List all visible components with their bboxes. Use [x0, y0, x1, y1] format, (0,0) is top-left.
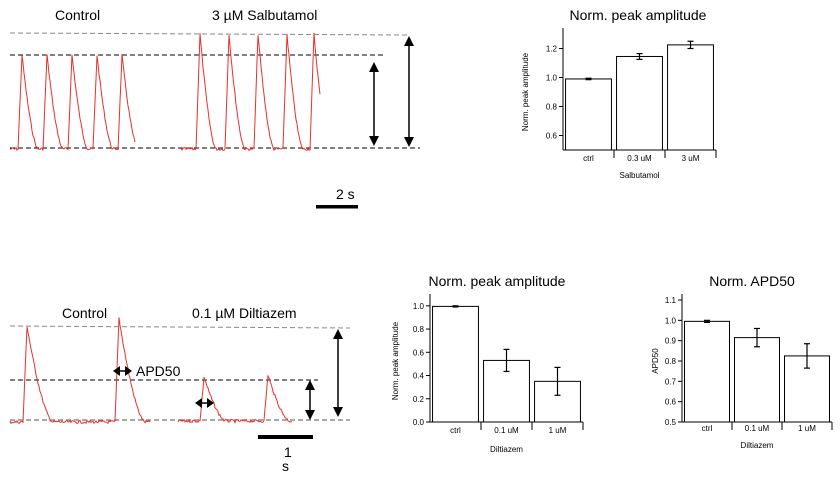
time-scale-bar-bottom	[258, 435, 313, 439]
y-tick-label: 1.1	[665, 296, 677, 305]
y-tick-label: 0.6	[546, 132, 558, 141]
x-tick-label: 0.3 uM	[627, 154, 652, 163]
y-tick-label: 0.2	[413, 395, 425, 404]
amplitude-arrow-control-bottom	[333, 329, 343, 417]
y-tick-label: 0.6	[665, 398, 677, 407]
apd50-arrow-diltiazem	[195, 398, 214, 408]
diltiazem-trace-panel: Control 0.1 µM Diltiazem APD50 1	[9, 305, 351, 474]
x-tick-label: 3 uM	[682, 154, 700, 163]
diltiazem-amplitude-chart: Norm. peak amplitude 0.0 0.2 0.4 0.6 0.8 1.0 ct…	[391, 273, 584, 454]
diltiazem-trace	[177, 374, 293, 424]
time-scale-label-top: 2 s	[336, 186, 355, 202]
x-tick-label: 0.1 uM	[745, 424, 770, 433]
chart-title: Norm. APD50	[709, 273, 795, 289]
bar	[565, 78, 612, 151]
salbutamol-trace	[179, 32, 321, 152]
peak-line-salbutamol	[9, 32, 411, 36]
x-tick-label: 1 uM	[549, 426, 567, 435]
time-scale-label-bottom-2: s	[282, 458, 289, 474]
chart-title: Norm. peak amplitude	[570, 7, 707, 23]
bar	[684, 320, 730, 423]
y-tick-label: 0.5	[665, 418, 677, 427]
x-axis-label: Diltiazem	[490, 445, 523, 454]
y-tick-label: 1.0	[546, 74, 558, 83]
salbutamol-label: 3 µM Salbutamol	[212, 7, 317, 23]
y-tick-label: 0.8	[665, 357, 677, 366]
bar	[734, 337, 780, 423]
control-trace-top	[9, 53, 136, 151]
control-trace-bottom	[9, 317, 151, 425]
y-axis-label: APD50	[651, 348, 660, 374]
x-tick-label: 0.1 uM	[494, 426, 519, 435]
x-tick-label: ctrl	[702, 424, 713, 433]
time-scale-label-bottom-1: 1	[284, 444, 292, 460]
y-tick-label: 0.6	[413, 348, 425, 357]
peak-line-control-bottom	[9, 325, 351, 329]
bar	[667, 44, 714, 151]
y-tick-label: 0.8	[546, 103, 558, 112]
y-tick-label: 0.7	[665, 377, 677, 386]
y-tick-label: 0.4	[413, 372, 425, 381]
y-tick-label: 1.0	[665, 316, 677, 325]
x-tick-label: ctrl	[450, 426, 461, 435]
salbutamol-amplitude-chart: Norm. peak amplitude 0.6 0.8 1.0 1.2 ctrl 0.3 …	[521, 7, 717, 180]
x-axis-label: Diltiazem	[741, 441, 774, 450]
y-tick-label: 1.0	[413, 302, 425, 311]
y-tick-label: 0.8	[413, 325, 425, 334]
diltiazem-label: 0.1 µM Diltiazem	[192, 305, 297, 321]
control-label-bottom: Control	[62, 305, 107, 321]
apd50-label: APD50	[136, 363, 181, 379]
control-label-top: Control	[55, 7, 100, 23]
diltiazem-apd50-chart: Norm. APD50 0.5 0.6 0.7 0.8 0.9 1.0 1.1 ctrl 0.1 …	[651, 273, 833, 450]
y-axis-label: Norm. peak amplitude	[391, 321, 400, 400]
y-tick-label: 0.9	[665, 337, 677, 346]
x-axis-label: Salbutamol	[619, 171, 659, 180]
time-scale-bar-top	[316, 205, 358, 209]
y-tick-label: 1.2	[546, 45, 558, 54]
amplitude-arrow-diltiazem	[305, 380, 315, 420]
bar	[432, 305, 479, 423]
x-tick-label: 1 uM	[798, 424, 816, 433]
amplitude-arrow-control	[369, 62, 379, 146]
apd50-arrow-control	[113, 366, 132, 376]
y-axis-label: Norm. peak amplitude	[521, 52, 530, 131]
amplitude-arrow-salbutamol	[404, 36, 414, 147]
bar	[616, 55, 663, 151]
y-tick-label: 0.0	[413, 418, 425, 427]
salbutamol-trace-panel: Control 3 µM Salbutamol 2 s	[9, 7, 420, 209]
x-tick-label: ctrl	[583, 154, 594, 163]
chart-title: Norm. peak amplitude	[429, 273, 566, 289]
